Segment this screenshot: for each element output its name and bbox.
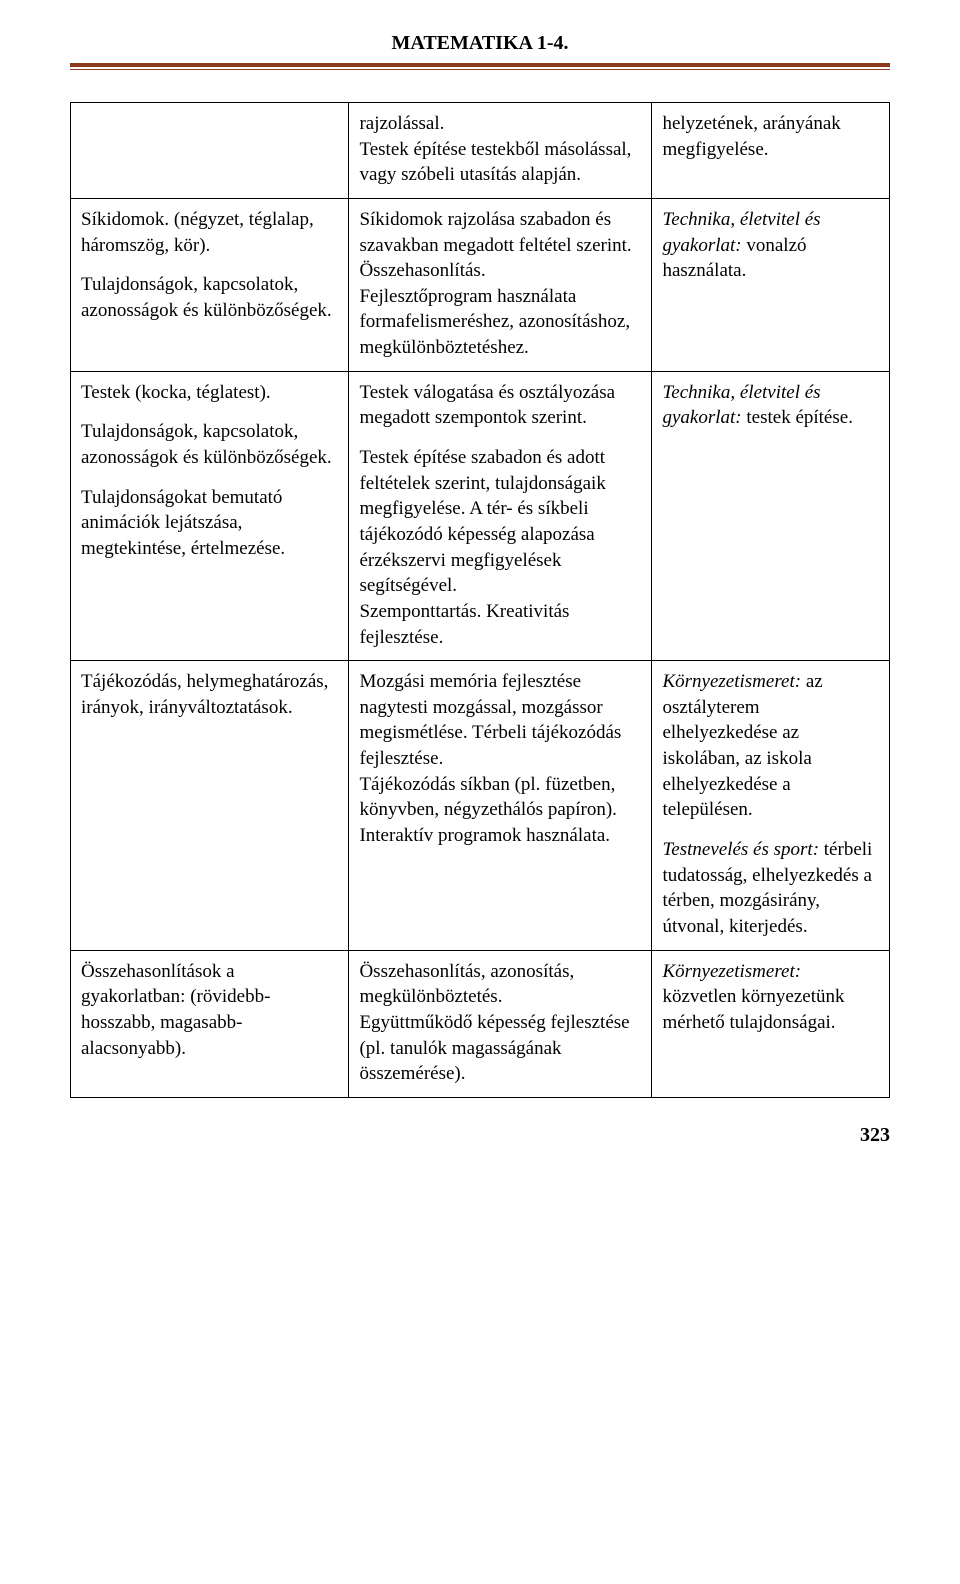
- paragraph: Síkidomok. (négyzet, téglalap, háromszög…: [81, 207, 338, 258]
- cell: Síkidomok rajzolása szabadon és szavakba…: [349, 198, 652, 371]
- paragraph: Tulajdonságok, kapcsolatok, azonosságok …: [81, 272, 338, 323]
- cell: helyzetének, arányának megfigyelése.: [652, 103, 890, 199]
- paragraph: Testek válogatása és osztályozása megado…: [359, 380, 641, 431]
- cell: Környezetismeret: az osztályterem elhely…: [652, 661, 890, 950]
- cell: Összehasonlítások a gyakorlatban: (rövid…: [71, 950, 349, 1097]
- page-title: MATEMATIKA 1-4.: [70, 30, 890, 57]
- table-row: Összehasonlítások a gyakorlatban: (rövid…: [71, 950, 890, 1097]
- italic-label: Környezetismeret:: [662, 671, 801, 692]
- cell: rajzolással. Testek építése testekből má…: [349, 103, 652, 199]
- cell: Mozgási memória fejlesztése nagytesti mo…: [349, 661, 652, 950]
- content-table: rajzolással. Testek építése testekből má…: [70, 102, 890, 1098]
- cell: Technika, életvitel és gyakorlat: vonalz…: [652, 198, 890, 371]
- italic-label: Környezetismeret:: [662, 961, 801, 982]
- text: az osztályterem elhelyezkedése az iskolá…: [662, 671, 822, 820]
- cell: Környezetismeret: közvetlen környezetünk…: [652, 950, 890, 1097]
- cell: Technika, életvitel és gyakorlat: testek…: [652, 371, 890, 660]
- paragraph: Testek (kocka, téglatest).: [81, 380, 338, 406]
- header-rule: [70, 63, 890, 70]
- paragraph: Testnevelés és sport: térbeli tudatosság…: [662, 837, 879, 940]
- paragraph: Testek építése szabadon és adott feltéte…: [359, 445, 641, 650]
- cell: Síkidomok. (négyzet, téglalap, háromszög…: [71, 198, 349, 371]
- cell: Testek válogatása és osztályozása megado…: [349, 371, 652, 660]
- text: közvetlen környezetünk mérhető tulajdons…: [662, 986, 844, 1033]
- paragraph: Környezetismeret: az osztályterem elhely…: [662, 669, 879, 823]
- text: testek építése.: [742, 407, 853, 428]
- cell: Összehasonlítás, azonosítás, megkülönböz…: [349, 950, 652, 1097]
- paragraph: Tulajdonságokat bemutató animációk leját…: [81, 485, 338, 562]
- page-number: 323: [70, 1122, 890, 1149]
- cell: [71, 103, 349, 199]
- table-row: rajzolással. Testek építése testekből má…: [71, 103, 890, 199]
- table-row: Testek (kocka, téglatest). Tulajdonságok…: [71, 371, 890, 660]
- italic-label: Testnevelés és sport:: [662, 839, 819, 860]
- cell: Tájékozódás, helymeghatározás, irányok, …: [71, 661, 349, 950]
- table-row: Síkidomok. (négyzet, téglalap, háromszög…: [71, 198, 890, 371]
- paragraph: Tulajdonságok, kapcsolatok, azonosságok …: [81, 419, 338, 470]
- cell: Testek (kocka, téglatest). Tulajdonságok…: [71, 371, 349, 660]
- table-row: Tájékozódás, helymeghatározás, irányok, …: [71, 661, 890, 950]
